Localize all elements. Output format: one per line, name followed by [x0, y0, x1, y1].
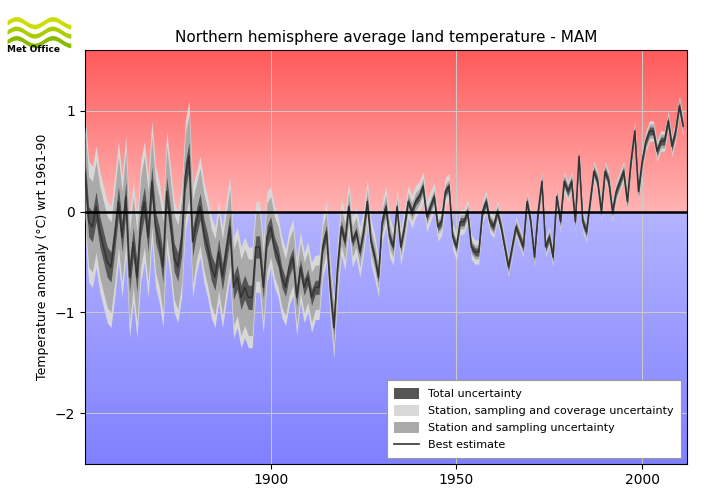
Text: Met Office: Met Office: [7, 45, 60, 54]
Title: Northern hemisphere average land temperature - MAM: Northern hemisphere average land tempera…: [175, 30, 597, 45]
Y-axis label: Temperature anomaly (°C) wrt 1961-90: Temperature anomaly (°C) wrt 1961-90: [36, 134, 49, 380]
Legend: Total uncertainty, Station, sampling and coverage uncertainty, Station and sampl: Total uncertainty, Station, sampling and…: [387, 380, 681, 458]
